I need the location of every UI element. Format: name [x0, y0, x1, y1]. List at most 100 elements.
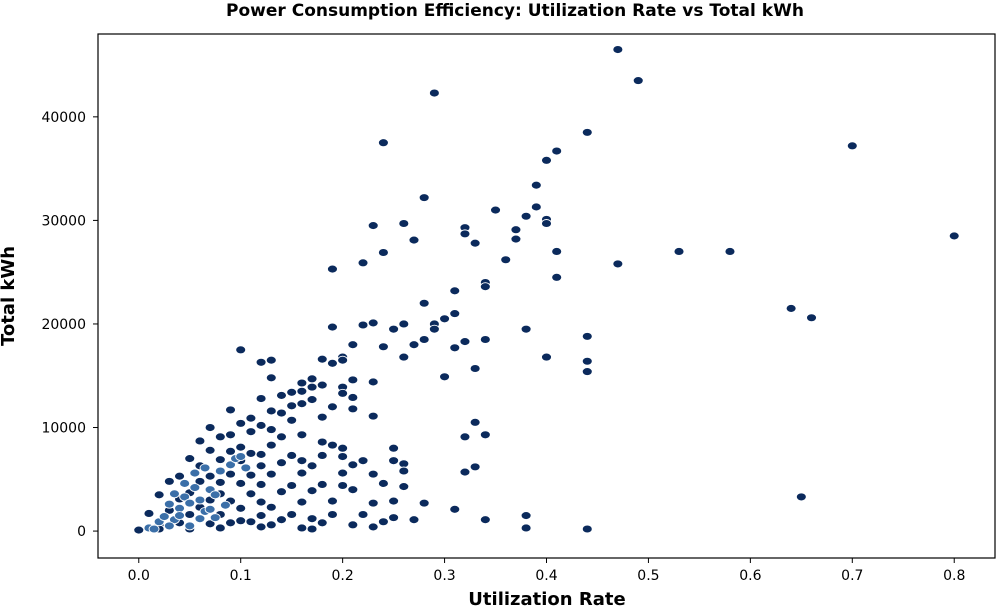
data-point [184, 498, 196, 508]
data-point [255, 449, 267, 459]
data-point [265, 520, 277, 530]
data-point [337, 388, 349, 398]
data-point [408, 515, 420, 525]
data-point [194, 514, 206, 524]
data-point [184, 521, 196, 531]
data-point [235, 503, 247, 513]
data-point [245, 517, 257, 527]
x-axis-label: Utilization Rate [468, 589, 625, 608]
data-point [632, 76, 644, 86]
data-point [377, 248, 389, 257]
data-point [551, 247, 563, 256]
data-point [255, 420, 267, 430]
data-point [235, 418, 247, 428]
x-axis: 0.0 0.1 0.2 0.3 0.4 0.5 0.6 0.7 0.8 [128, 558, 965, 584]
data-point [225, 469, 236, 479]
data-point [408, 340, 420, 350]
data-point [418, 335, 430, 344]
data-point [255, 461, 267, 471]
data-point [449, 286, 461, 296]
data-point [367, 318, 379, 328]
data-point [296, 386, 308, 396]
data-point [398, 319, 410, 329]
data-point [347, 393, 359, 402]
data-point [265, 469, 277, 479]
data-point [306, 486, 318, 496]
data-point [326, 440, 338, 450]
data-point [316, 518, 328, 528]
data-point [337, 355, 349, 365]
data-point [377, 342, 389, 352]
data-point [194, 436, 206, 446]
data-point [673, 247, 685, 256]
data-point [418, 193, 430, 203]
data-point [184, 510, 196, 519]
data-point [479, 515, 491, 525]
data-point [479, 430, 491, 440]
data-point [235, 345, 247, 355]
data-point [179, 492, 191, 502]
data-point [418, 498, 430, 508]
data-point [199, 463, 211, 473]
data-point [388, 324, 400, 334]
data-point [235, 452, 247, 461]
data-point [459, 229, 471, 239]
data-point [530, 202, 542, 212]
data-point [174, 511, 185, 520]
data-point [581, 367, 593, 377]
data-point [469, 417, 481, 427]
y-axis-label: Total kWh [0, 246, 19, 346]
data-point [265, 373, 277, 383]
data-point [316, 412, 328, 422]
data-point [500, 255, 512, 265]
data-point [214, 466, 226, 476]
data-point [347, 375, 359, 385]
data-point [209, 513, 221, 523]
data-point [214, 455, 226, 465]
data-point [724, 247, 736, 256]
data-point [276, 408, 287, 418]
data-point [377, 478, 389, 488]
data-point [398, 219, 410, 228]
data-point [276, 458, 287, 468]
data-point [398, 482, 410, 491]
data-point [225, 518, 236, 528]
data-point [163, 476, 175, 486]
data-point [276, 515, 287, 525]
data-point [510, 234, 522, 244]
data-point [459, 432, 471, 442]
data-point [326, 358, 338, 368]
data-point [245, 427, 257, 437]
data-point [265, 406, 277, 416]
data-point [326, 402, 338, 412]
data-point [581, 127, 593, 137]
data-point [367, 221, 379, 231]
data-point [316, 437, 328, 447]
data-point [367, 522, 379, 532]
data-point [245, 448, 257, 458]
data-point [459, 467, 471, 477]
data-point [449, 343, 461, 353]
data-point [296, 456, 308, 466]
data-point [265, 355, 277, 365]
chart-title: Power Consumption Efficiency: Utilizatio… [226, 1, 804, 21]
data-point [337, 443, 349, 453]
data-point [255, 357, 267, 367]
data-point [388, 443, 400, 453]
data-point [255, 480, 267, 489]
data-point [357, 510, 369, 519]
data-point [337, 481, 349, 490]
data-point [168, 489, 180, 499]
data-point [581, 524, 593, 534]
data-point [948, 231, 960, 241]
x-tick-label: 0.4 [535, 568, 557, 584]
data-point [296, 523, 308, 533]
data-point [357, 456, 369, 466]
data-point [490, 205, 501, 215]
data-point [255, 497, 267, 507]
data-point [326, 264, 338, 274]
data-point [551, 146, 563, 156]
data-point [581, 331, 593, 341]
data-point [286, 415, 298, 425]
data-point [174, 471, 185, 481]
